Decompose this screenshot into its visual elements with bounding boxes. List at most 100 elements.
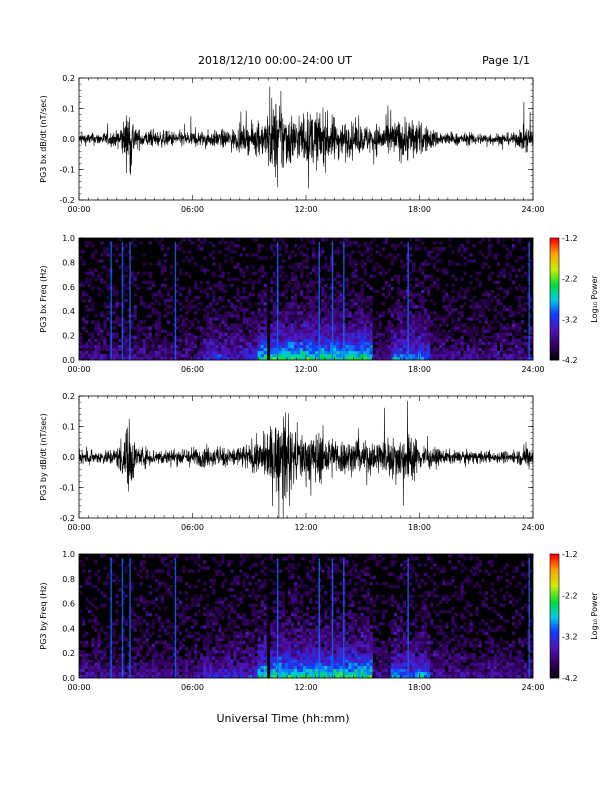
spectrogram-cell [97,634,101,638]
spectrogram-cell [493,308,497,312]
spectrogram-cell [324,311,328,315]
spectrogram-cell [221,341,225,346]
spectrogram-cell [263,656,267,660]
spectrogram-cell [248,581,252,586]
spectrogram-cell [442,329,446,333]
spectrogram-cell [133,314,137,318]
spectrogram-cell [269,650,274,654]
spectrogram-cell [206,650,210,654]
spectrogram-cell [523,344,528,349]
spectrogram-cell [97,320,101,324]
spectrogram-cell [133,344,137,349]
spectrogram-cell [529,356,534,361]
spectrogram-cell [360,308,364,312]
spectrogram-cell [460,323,464,327]
spectrogram-cell [287,335,292,339]
spectrogram-cell [324,256,328,260]
spectrogram-cell [399,323,404,327]
spectrogram-cell [466,259,470,263]
spectrogram-cell [493,350,497,355]
spectrogram-cell [499,338,504,342]
spectrogram-cell [290,277,295,281]
spectrogram-cell [227,247,231,251]
spectrogram-cell [360,335,364,339]
spectrogram-cell [375,329,379,333]
spectrogram-cell [269,317,274,321]
spectrogram-cell [257,338,261,342]
spectrogram-cell [496,253,501,257]
spectrogram-cell [309,326,313,330]
spectrogram-cell [115,619,119,623]
spectrogram-cell [381,332,385,336]
spectrogram-cell [487,347,491,352]
spectrogram-cell [278,643,283,648]
spectrogram-cell [215,356,219,361]
spectrogram-cell [130,326,134,330]
spectrogram-cell [427,350,431,355]
spectrogram-cell [396,299,401,303]
spectrogram-cell [187,326,192,330]
spectrogram-cell [387,289,392,294]
spectrogram-cell [215,616,219,620]
spectrogram-cell [145,353,149,358]
spectrogram-cell [387,326,392,330]
spectrogram-cell [287,554,292,558]
spectrogram-cell [299,302,304,306]
spectrogram-cell [227,647,231,651]
spectrogram-cell [190,662,195,666]
spectrogram-cell [112,320,116,324]
spectrogram-cell [103,323,107,327]
spectrogram-cell [233,344,237,349]
spectrogram-cell [290,557,295,561]
spectrogram-cell [272,332,277,336]
spectrogram-cell [505,323,510,327]
spectrogram-cell [293,295,298,300]
spectrogram-cell [181,356,186,361]
spectrogram-cell [433,311,437,315]
spectrogram-cell [82,659,86,663]
spectrogram-cell [236,335,240,339]
spectrogram-cell [427,338,431,342]
spectrogram-cell [166,668,171,673]
spectrogram-cell [100,259,104,263]
spectrogram-cell [324,295,328,300]
spectrogram-cell [278,665,283,669]
spectrogram-cell [100,280,104,285]
spectrogram-cell [457,326,461,330]
spectrogram-cell [402,353,407,358]
spectrogram-cell [181,286,186,291]
spectrogram-cell [203,314,207,318]
spectrogram-cell [139,662,143,666]
spectrogram-cell [375,262,379,266]
spectrogram-cell [327,308,331,312]
spectrogram-cell [417,347,422,352]
spectrogram-cell [372,317,376,321]
spectrogram-cell [85,271,89,275]
spectrogram-cell [115,609,119,614]
spectrogram-cell [254,671,258,676]
spectrogram-cell [448,262,452,266]
colorbar-swatch [550,266,559,269]
spectrogram-cell [94,653,98,657]
spectrogram-cell [354,292,358,297]
spectrogram-cell [348,305,352,309]
spectrogram-cell [260,332,264,336]
spectrogram-cell [263,578,267,583]
spectrogram-cell [203,566,207,570]
spectrogram-cell [203,347,207,352]
spectrogram-cell [112,305,116,309]
spectrogram-cell [360,286,364,291]
spectrogram-cell [357,344,361,349]
spectrogram-cell [499,326,504,330]
spectrogram-cell [351,341,355,346]
spectrogram-cell [290,631,295,635]
spectrogram-cell [309,353,313,358]
spectrogram-cell [145,671,149,676]
spectrogram-cell [321,289,325,294]
spectrogram-cell [260,292,264,297]
spectrogram-cell [321,350,325,355]
spectrogram-cell [293,591,298,595]
colorbar-swatch [550,262,559,265]
spectrogram-cell [236,299,240,303]
spectrogram-cell [417,320,422,324]
